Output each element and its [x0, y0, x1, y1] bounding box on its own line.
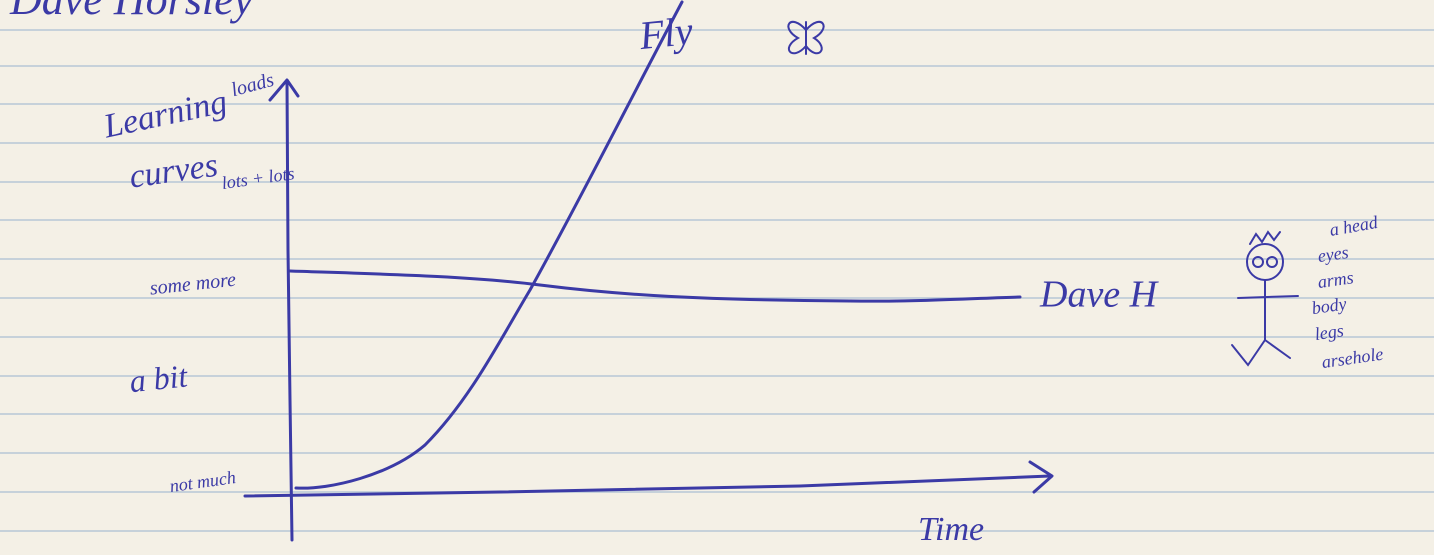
- page: Dave Horsley Learning curves loads lots …: [0, 0, 1434, 555]
- curve-label: Dave H: [1039, 274, 1160, 316]
- title: Dave Horsley: [9, 0, 254, 24]
- x-axis-title: Time: [918, 511, 984, 548]
- figure-label: legs: [1313, 320, 1345, 344]
- notebook-page: Dave Horsley Learning curves loads lots …: [0, 0, 1434, 555]
- curve-label: Fly: [636, 8, 695, 58]
- y-level: a bit: [128, 357, 190, 399]
- figure-label: eyes: [1316, 242, 1349, 266]
